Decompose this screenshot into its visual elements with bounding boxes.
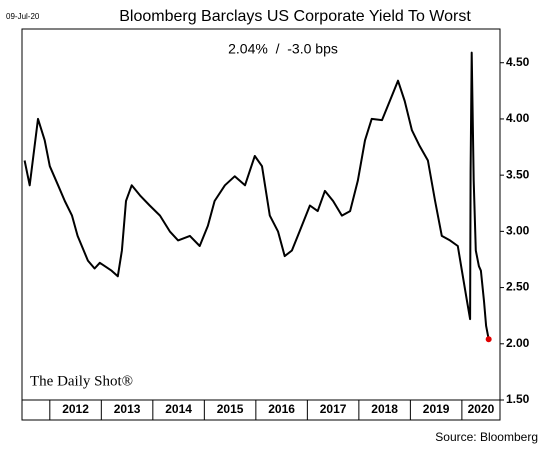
- x-tick-label: 2017: [320, 402, 347, 416]
- x-tick-label: 2016: [268, 402, 295, 416]
- x-tick-label: 2018: [371, 402, 398, 416]
- x-tick-label: 2012: [62, 402, 89, 416]
- last-point: [485, 336, 492, 343]
- y-tick-label: 2.50: [506, 280, 530, 294]
- y-tick-label: 2.00: [506, 336, 530, 350]
- x-tick-label: 2014: [165, 402, 192, 416]
- watermark: The Daily Shot®: [30, 373, 133, 389]
- y-tick-label: 4.00: [506, 111, 530, 125]
- y-tick-label: 4.50: [506, 55, 530, 69]
- x-tick-label: 2020: [468, 402, 495, 416]
- y-tick-label: 3.50: [506, 167, 530, 181]
- source-note: Source: Bloomberg: [435, 430, 538, 444]
- yield-line: [23, 51, 490, 340]
- chart-title: Bloomberg Barclays US Corporate Yield To…: [119, 8, 471, 25]
- x-tick-label: 2013: [114, 402, 141, 416]
- plot-frame: [21, 28, 501, 421]
- y-tick-label: 3.00: [506, 224, 530, 238]
- chart-subtitle: 2.04% / -3.0 bps: [228, 41, 338, 57]
- x-tick-label: 2019: [423, 402, 450, 416]
- y-tick-label: 1.50: [506, 392, 530, 406]
- x-tick-label: 2015: [217, 402, 244, 416]
- date-stamp: 09-Jul-20: [6, 12, 40, 21]
